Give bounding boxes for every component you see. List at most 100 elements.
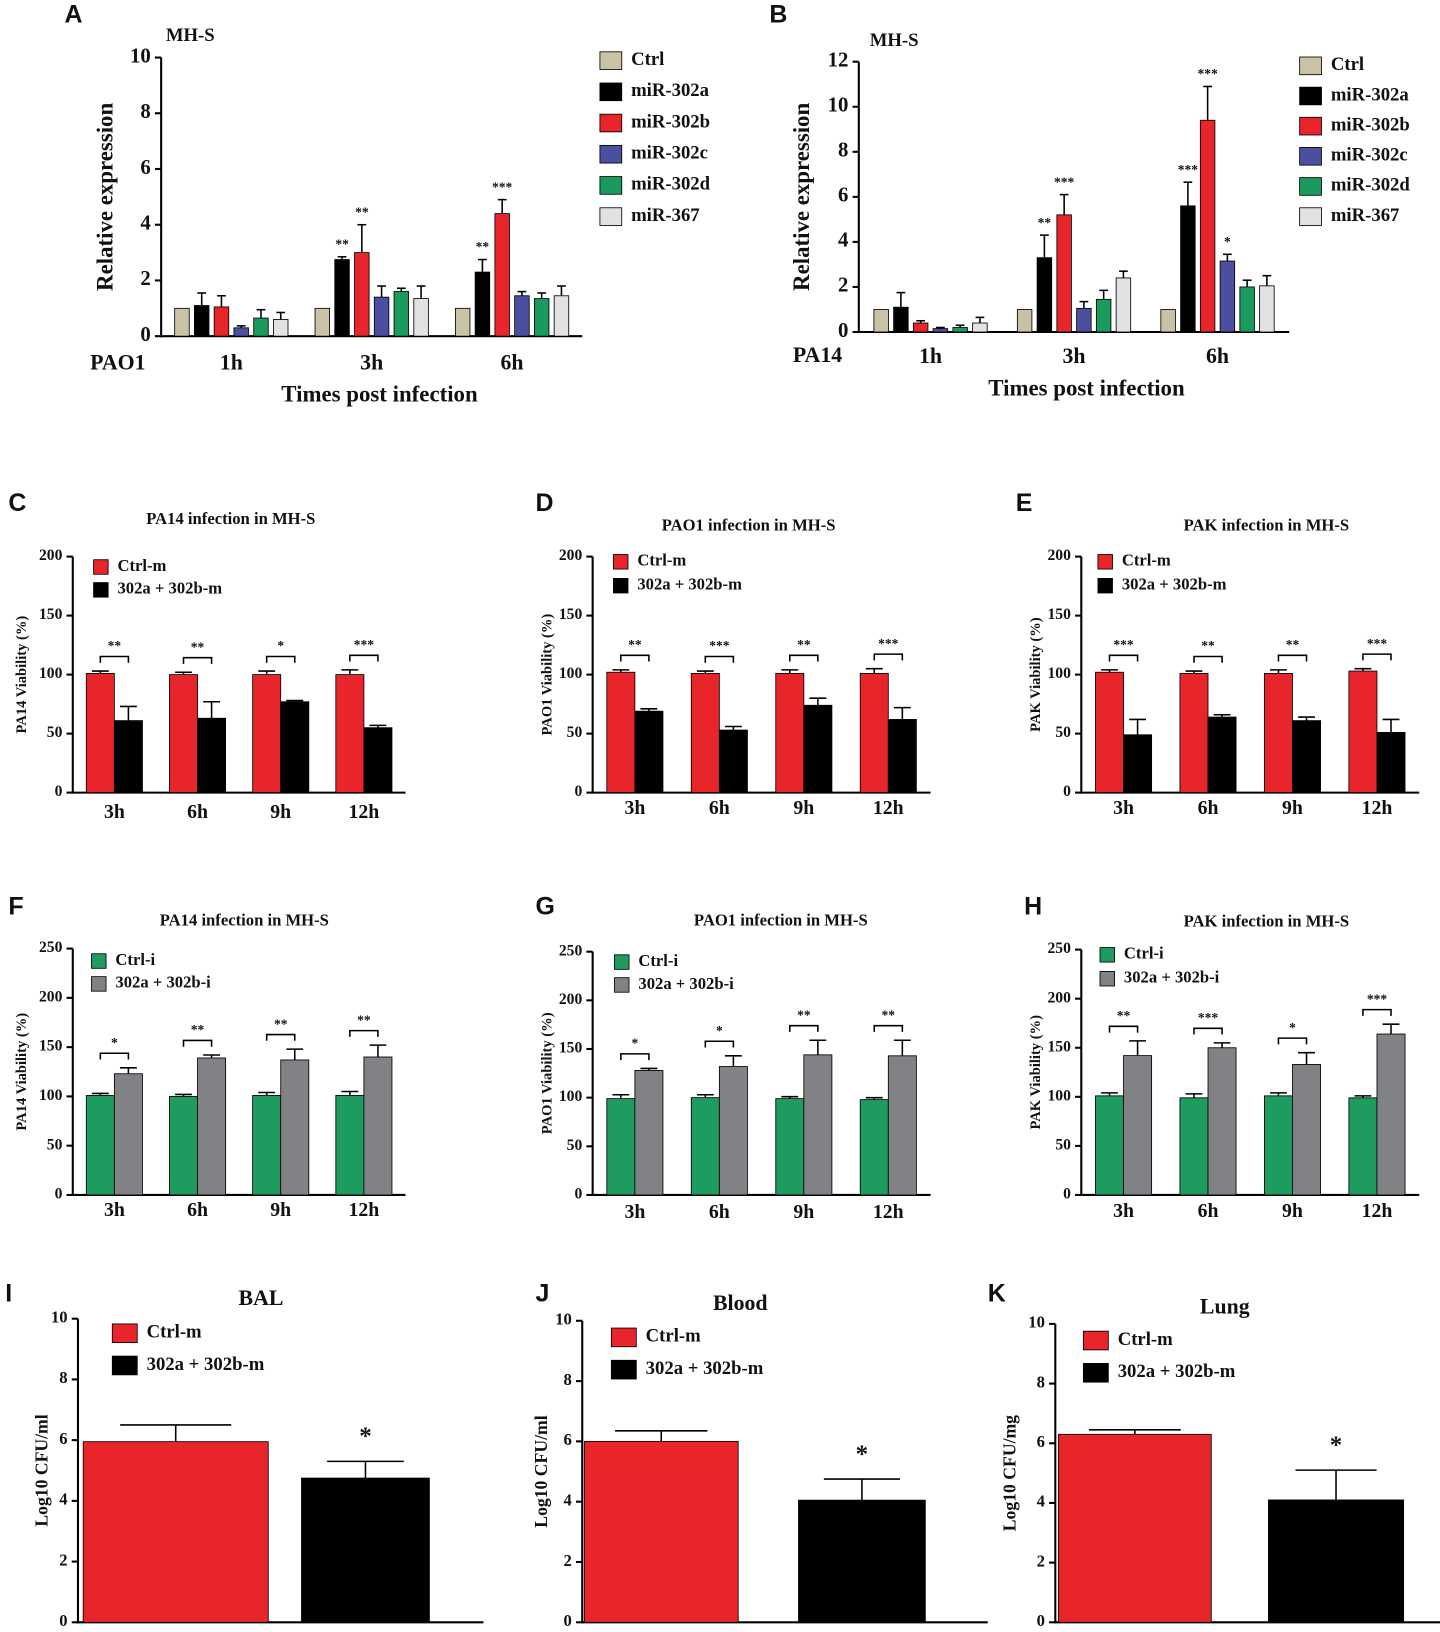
bar bbox=[893, 306, 909, 333]
bar bbox=[169, 1095, 198, 1196]
legend-label: Ctrl-m bbox=[117, 556, 166, 575]
y-tick-label: 100 bbox=[559, 665, 583, 682]
y-tick-label: 100 bbox=[1048, 1087, 1072, 1104]
bracket bbox=[1193, 655, 1223, 663]
legend-label: Ctrl-i bbox=[115, 950, 155, 969]
x-tick-label: 6h bbox=[1206, 344, 1229, 368]
bar bbox=[606, 1098, 636, 1196]
bar bbox=[1036, 257, 1053, 333]
legend-swatch bbox=[610, 1327, 637, 1348]
bracket bbox=[1108, 654, 1139, 662]
bracket bbox=[349, 654, 379, 662]
legend-swatch bbox=[1082, 1362, 1109, 1383]
error-bar bbox=[936, 326, 945, 329]
y-tick-label: 200 bbox=[1048, 989, 1072, 1006]
x-tick-label: 9h bbox=[270, 1199, 291, 1221]
bar bbox=[1259, 285, 1275, 333]
significance: ** bbox=[191, 1022, 205, 1037]
significance: ** bbox=[476, 239, 490, 254]
bar bbox=[690, 1097, 720, 1196]
legend-label: miR-302c bbox=[631, 143, 708, 164]
error-bar bbox=[396, 287, 406, 292]
y-tick-label: 6 bbox=[838, 184, 848, 207]
error-bar bbox=[1079, 300, 1089, 309]
error-bar bbox=[341, 1090, 359, 1096]
bracket bbox=[1362, 1008, 1392, 1016]
significance: * bbox=[111, 1035, 118, 1050]
y-axis-label: PAO1 Viability (%) bbox=[539, 614, 555, 736]
panel-letter: F bbox=[8, 893, 23, 921]
error-bar bbox=[1382, 1023, 1400, 1035]
bar bbox=[1095, 671, 1124, 794]
chart-title: PAO1 infection in MH-S bbox=[662, 515, 836, 534]
chart-title: PAK infection in MH-S bbox=[1184, 911, 1349, 930]
y-tick-label: 150 bbox=[1048, 1038, 1072, 1055]
bracket bbox=[704, 655, 735, 663]
error-bar bbox=[276, 311, 286, 320]
bar bbox=[233, 327, 249, 337]
legend-swatch bbox=[599, 113, 623, 133]
y-tick-label: 100 bbox=[39, 665, 63, 682]
error-bar bbox=[91, 670, 109, 674]
bar bbox=[252, 674, 282, 794]
legend-label: miR-302a bbox=[1331, 84, 1410, 105]
y-tick-label: 6 bbox=[564, 1430, 572, 1449]
y-tick-label: 10 bbox=[130, 44, 151, 67]
panel-letter: E bbox=[1016, 489, 1033, 517]
significance: * bbox=[856, 1441, 868, 1468]
significance: * bbox=[716, 1023, 723, 1038]
significance: *** bbox=[1367, 991, 1388, 1006]
error-bar bbox=[217, 294, 226, 307]
legend-label: Ctrl-m bbox=[1122, 551, 1171, 570]
y-axis-label: PA14 Viability (%) bbox=[14, 616, 30, 734]
y-tick-label: 0 bbox=[140, 323, 150, 346]
y-tick-label: 10 bbox=[555, 1310, 572, 1329]
bar bbox=[82, 1441, 269, 1623]
y-tick-label: 12 bbox=[828, 48, 849, 71]
bar bbox=[197, 717, 227, 794]
error-bar bbox=[258, 1091, 276, 1096]
x-axis-label: Times post infection bbox=[281, 382, 478, 407]
y-tick-label: 4 bbox=[838, 229, 848, 252]
bar bbox=[252, 1095, 282, 1196]
error-bar bbox=[517, 290, 527, 296]
significance: ** bbox=[1038, 215, 1052, 230]
legend-swatch bbox=[111, 1355, 138, 1376]
error-bar bbox=[615, 1430, 708, 1442]
error-bar bbox=[809, 1039, 827, 1055]
error-bar bbox=[896, 291, 906, 308]
error-bar bbox=[1295, 1469, 1377, 1500]
bar bbox=[194, 305, 210, 337]
significance: ** bbox=[108, 638, 122, 653]
error-bar bbox=[781, 1095, 799, 1099]
y-tick-label: 6 bbox=[59, 1429, 67, 1448]
error-bar bbox=[916, 319, 926, 324]
error-bar bbox=[1382, 718, 1400, 733]
bar bbox=[253, 317, 269, 337]
error-bar bbox=[724, 725, 742, 731]
x-tick-label: 12h bbox=[1362, 1200, 1393, 1222]
panel-letter: B bbox=[769, 1, 787, 29]
legend-label: 302a + 302b-i bbox=[638, 974, 734, 993]
bracket bbox=[182, 656, 213, 664]
y-tick-label: 4 bbox=[1037, 1492, 1045, 1511]
x-tick-label: 6h bbox=[709, 1201, 730, 1223]
y-tick-label: 8 bbox=[838, 139, 848, 162]
x-tick-label: 9h bbox=[793, 797, 814, 819]
y-tick-label: 0 bbox=[574, 1186, 582, 1203]
bar bbox=[803, 1054, 833, 1196]
error-bar bbox=[1298, 1051, 1315, 1065]
significance: ** bbox=[1201, 638, 1215, 653]
legend-swatch bbox=[1097, 554, 1113, 570]
bar bbox=[1160, 309, 1176, 333]
y-tick-label: 0 bbox=[1063, 783, 1071, 800]
legend-label: miR-302b bbox=[631, 111, 710, 132]
error-bar bbox=[1129, 1040, 1146, 1056]
error-bar bbox=[236, 325, 246, 328]
legend-label: Ctrl-m bbox=[1118, 1329, 1173, 1350]
significance: *** bbox=[878, 636, 899, 651]
bracket bbox=[265, 1033, 296, 1041]
bar bbox=[1376, 732, 1406, 794]
